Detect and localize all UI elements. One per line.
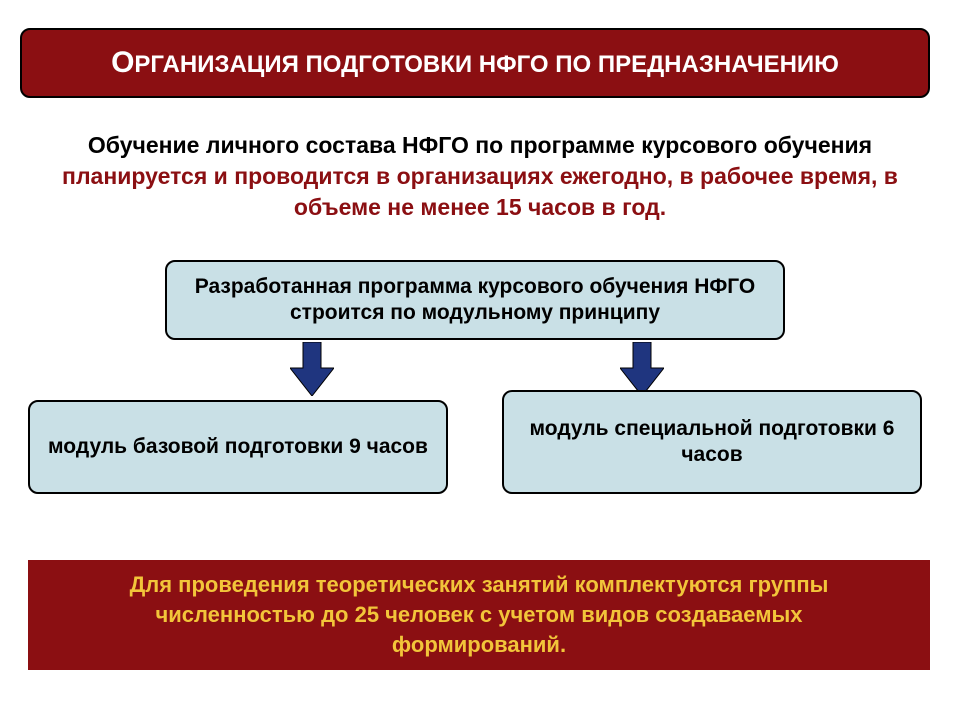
footer-bar: Для проведения теоретических занятий ком… [28,560,930,670]
title-prefix: О [111,46,134,79]
footer-text: Для проведения теоретических занятий ком… [88,570,870,659]
title-bar: ОРГАНИЗАЦИЯ ПОДГОТОВКИ НФГО ПО ПРЕДНАЗНА… [20,28,930,98]
program-box: Разработанная программа курсового обучен… [165,260,785,340]
title-rest: РГАНИЗАЦИЯ ПОДГОТОВКИ НФГО ПО ПРЕДНАЗНАЧ… [134,51,839,78]
program-box-text: Разработанная программа курсового обучен… [179,274,771,327]
intro-line-2: планируется и проводится в организациях … [20,161,940,223]
intro-text: Обучение личного состава НФГО по програм… [20,130,940,223]
module-special-box: модуль специальной подготовки 6 часов [502,390,922,494]
slide-page: ОРГАНИЗАЦИЯ ПОДГОТОВКИ НФГО ПО ПРЕДНАЗНА… [0,0,960,720]
module-special-text: модуль специальной подготовки 6 часов [516,416,908,469]
module-basic-box: модуль базовой подготовки 9 часов [28,400,448,494]
arrow-down-icon [290,342,334,396]
title-text: ОРГАНИЗАЦИЯ ПОДГОТОВКИ НФГО ПО ПРЕДНАЗНА… [111,46,839,80]
intro-line-1: Обучение личного состава НФГО по програм… [20,130,940,161]
arrow-down-icon [620,342,664,396]
module-basic-text: модуль базовой подготовки 9 часов [48,434,428,460]
